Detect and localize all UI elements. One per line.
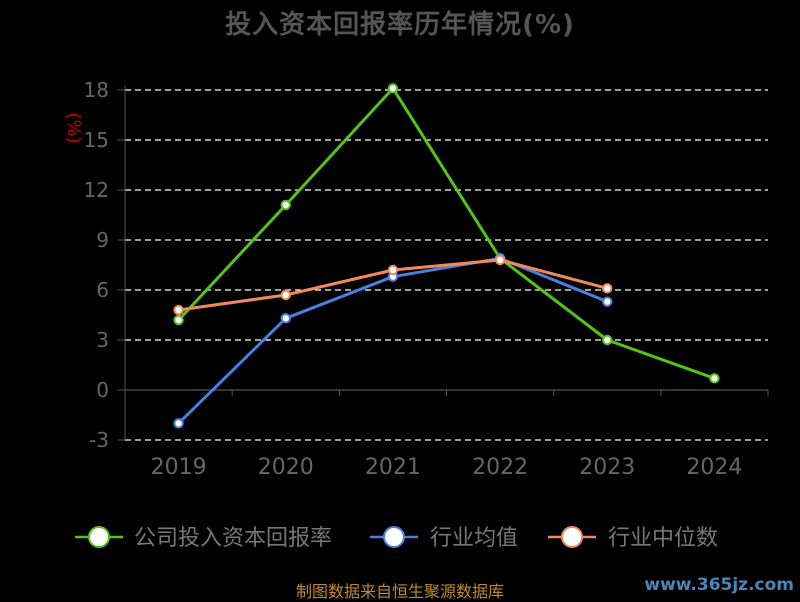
x-tick-label: 2019 — [151, 455, 207, 480]
data-point — [282, 314, 290, 322]
legend-label: 行业中位数 — [608, 526, 718, 551]
legend-item[interactable]: 行业均值 — [370, 526, 518, 551]
series-line — [179, 258, 608, 423]
legend-label: 行业均值 — [430, 526, 518, 551]
y-tick-label: -3 — [89, 428, 109, 452]
series-3 — [174, 256, 611, 314]
data-point — [603, 336, 611, 344]
y-tick-label: 9 — [96, 228, 109, 252]
data-point — [710, 374, 718, 382]
y-tick-labels: 18 15 12 9 6 3 0 -3 — [84, 78, 109, 452]
x-tick-label: 2024 — [686, 455, 742, 480]
y-tick-label: 15 — [84, 128, 109, 152]
legend-marker — [384, 527, 404, 547]
data-point — [496, 256, 504, 264]
data-point — [389, 84, 397, 92]
x-tick-label: 2020 — [258, 455, 314, 480]
legend-marker — [562, 527, 582, 547]
series-lines — [174, 84, 718, 427]
y-tick-label: 3 — [96, 328, 109, 352]
legend-marker — [89, 527, 109, 547]
data-point — [174, 419, 182, 427]
data-point — [282, 291, 290, 299]
data-point — [603, 284, 611, 292]
y-tick-label: 0 — [96, 378, 109, 402]
y-axis-unit-label: (%) — [63, 112, 84, 143]
y-tick-label: 12 — [84, 178, 109, 202]
x-tick-label: 2022 — [472, 455, 528, 480]
x-tick-label: 2023 — [579, 455, 635, 480]
legend: 公司投入资本回报率 行业均值 行业中位数 — [75, 526, 718, 551]
data-point — [174, 316, 182, 324]
series-line — [179, 88, 715, 378]
legend-item[interactable]: 公司投入资本回报率 — [75, 526, 332, 551]
watermark: www.365jz.com — [644, 575, 794, 595]
x-tick-label: 2021 — [365, 455, 421, 480]
x-tick-labels: 2019 2020 2021 2022 2023 2024 — [151, 455, 743, 480]
series-2 — [174, 254, 611, 427]
legend-label: 公司投入资本回报率 — [134, 526, 332, 551]
data-point — [389, 266, 397, 274]
y-tick-label: 6 — [96, 278, 109, 302]
series-1 — [174, 84, 718, 382]
data-point — [282, 201, 290, 209]
data-point — [174, 306, 182, 314]
y-tick-label: 18 — [84, 78, 109, 102]
legend-item[interactable]: 行业中位数 — [548, 526, 718, 551]
data-point — [603, 297, 611, 305]
